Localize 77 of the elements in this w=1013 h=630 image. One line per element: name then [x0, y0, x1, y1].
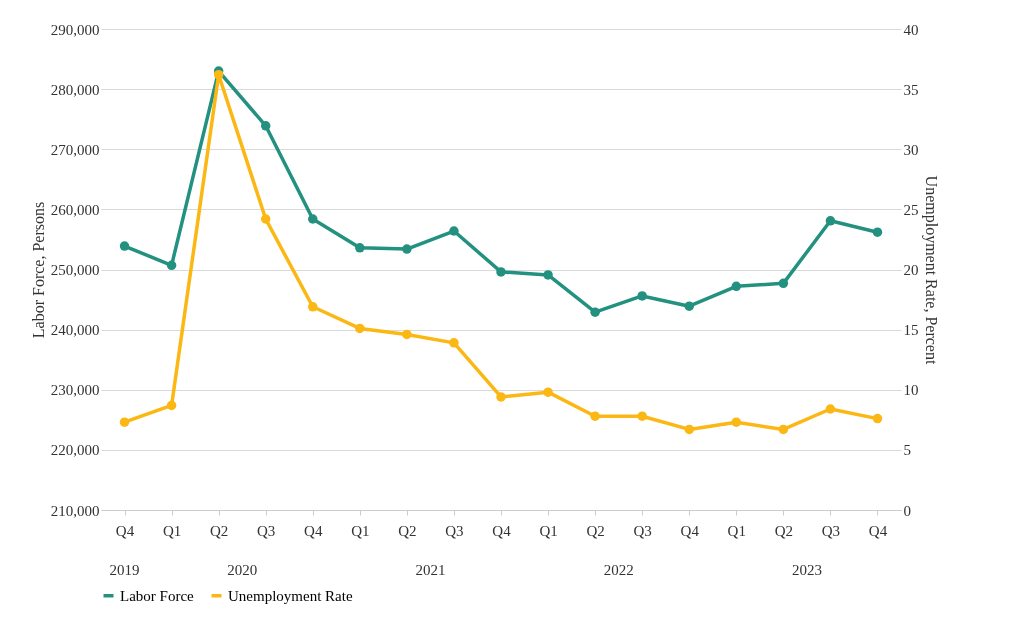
x-tick-label: Q2 [398, 522, 417, 539]
x-tick-label: Q4 [115, 522, 135, 539]
y2-tick-label: 40 [903, 21, 919, 38]
x-tick-label: Q1 [351, 522, 370, 539]
text: 2022 [603, 562, 634, 578]
y2-tick-label: 25 [903, 201, 919, 218]
point [166, 260, 177, 271]
point [119, 417, 130, 427]
text: 2021 [415, 562, 446, 578]
point [543, 270, 553, 280]
x-tick-label: Q4 [304, 522, 323, 539]
y-tick-label: 240,000 [50, 322, 100, 339]
point [590, 307, 600, 317]
point [402, 329, 412, 340]
y2-tick-label: 0 [903, 502, 911, 519]
y-tick-label: 230,000 [50, 382, 100, 399]
point [684, 301, 694, 311]
x-tick-label: Q4 [492, 522, 512, 539]
point [355, 243, 365, 253]
point [872, 413, 883, 424]
y2-axis-title: Unemployment Rate, Percent [921, 175, 940, 365]
point [496, 392, 506, 402]
point [590, 411, 600, 421]
y-tick-label: 220,000 [50, 442, 100, 459]
point [731, 281, 742, 292]
x-tick-label: Q1 [727, 522, 746, 539]
x-tick-label: Q1 [539, 522, 558, 539]
point [119, 241, 130, 251]
point [449, 338, 459, 348]
point [260, 214, 271, 224]
y2-tick-label: 10 [903, 382, 919, 399]
point [308, 214, 318, 224]
y-tick-label: 250,000 [50, 262, 100, 278]
point [637, 411, 647, 421]
x-tick-label: Q1 [162, 522, 182, 539]
point [166, 400, 177, 411]
y-tick-label: 270,000 [50, 141, 100, 158]
x-tick-label: Q2 [209, 522, 229, 539]
point [402, 244, 412, 254]
x-tick-label: Q3 [257, 522, 276, 539]
point [449, 226, 459, 236]
point [496, 267, 506, 277]
x-tick-label: Q2 [774, 522, 794, 539]
y2-tick-label: 5 [903, 442, 911, 459]
point [355, 323, 365, 334]
y-tick-label: 210,000 [50, 502, 100, 519]
point [543, 387, 553, 397]
text: 2020 [227, 562, 258, 578]
text: 2023 [791, 562, 822, 578]
point [637, 291, 647, 301]
point [260, 121, 271, 131]
point [684, 424, 694, 435]
point [825, 404, 836, 414]
point [308, 302, 318, 312]
point [825, 216, 836, 226]
y-tick-label: 290,000 [50, 21, 100, 38]
x-tick-label: Q3 [445, 522, 464, 539]
y-tick-label: 260,000 [50, 201, 100, 218]
x-tick-label: Q4 [680, 522, 700, 539]
x-tick-label: Q3 [821, 522, 841, 539]
y-axis-title: Labor Force, Persons [29, 201, 47, 339]
legend-label: Unemployment Rate [228, 587, 353, 604]
y2-tick-label: 35 [903, 81, 919, 98]
point [778, 278, 789, 289]
text: 2019 [109, 562, 140, 578]
point [731, 417, 742, 427]
y-tick-label: 280,000 [50, 81, 100, 98]
point [778, 424, 789, 435]
legend-label: Labor Force [120, 587, 195, 604]
y2-tick-label: 30 [903, 141, 919, 158]
y2-tick-label: 15 [903, 322, 919, 339]
y2-tick-label: 20 [903, 262, 919, 278]
x-tick-label: Q3 [633, 522, 652, 539]
point [213, 69, 224, 80]
x-tick-label: Q4 [868, 522, 888, 539]
x-tick-label: Q2 [586, 522, 605, 539]
point [872, 227, 883, 237]
